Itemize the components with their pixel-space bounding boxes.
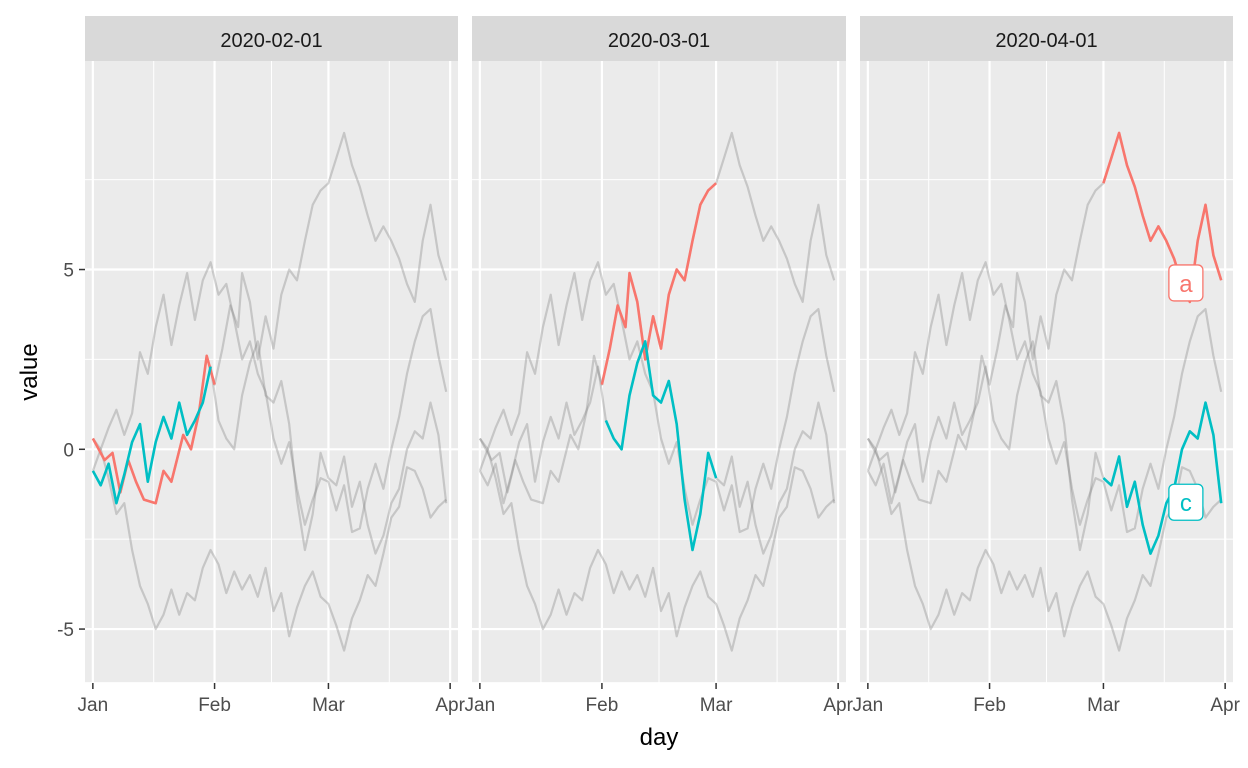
y-tick-label: -5 bbox=[57, 620, 74, 641]
facet-panels: 2020-02-01 Jan Feb Mar Apr -5 0 5 2020-03-01 Jan F… bbox=[57, 16, 1241, 716]
highlight-line-c bbox=[604, 340, 718, 552]
facet-panel-1: 2020-02-01 Jan Feb Mar Apr -5 0 5 bbox=[57, 16, 466, 716]
y-axis-title: value bbox=[16, 343, 43, 400]
x-tick-label: Jan bbox=[78, 695, 109, 716]
facet-strip-label: 2020-03-01 bbox=[608, 30, 710, 52]
background-line-d bbox=[92, 437, 447, 652]
highlight-line-c bbox=[1102, 401, 1223, 555]
facet-strip-label: 2020-02-01 bbox=[220, 30, 322, 52]
background-line-b bbox=[478, 261, 836, 534]
end-label-box bbox=[1168, 483, 1204, 521]
x-tick-label: Apr bbox=[823, 695, 853, 716]
background-line-d bbox=[479, 437, 835, 652]
series-lines bbox=[866, 131, 1223, 652]
x-tick-label: Jan bbox=[853, 695, 884, 716]
end-label-a: a bbox=[1168, 264, 1204, 302]
highlight-line-a bbox=[600, 182, 717, 385]
series-lines bbox=[478, 131, 836, 652]
highlight-line-c bbox=[91, 366, 212, 505]
background-line-d bbox=[867, 437, 1222, 652]
end-label-text: c bbox=[1180, 490, 1192, 517]
end-label-text: a bbox=[1179, 271, 1193, 298]
facet-strip bbox=[85, 16, 458, 61]
x-tick-label: Feb bbox=[973, 695, 1006, 716]
x-tick-label: Mar bbox=[700, 695, 733, 716]
facet-panel-2: 2020-03-01 Jan Feb Mar Apr bbox=[465, 16, 854, 716]
facet-panel-3: 2020-04-01 a c Jan Feb Mar Apr bbox=[853, 16, 1241, 716]
x-tick-label: Apr bbox=[1210, 695, 1240, 716]
y-tick-label: 5 bbox=[63, 261, 74, 282]
highlight-line-a bbox=[91, 354, 216, 505]
facet-strip-label: 2020-04-01 bbox=[995, 30, 1097, 52]
x-tick-label: Feb bbox=[586, 695, 619, 716]
end-label-c: c bbox=[1168, 483, 1204, 521]
facet-strip bbox=[860, 16, 1233, 61]
background-line-b bbox=[91, 261, 448, 534]
x-tick-label: Mar bbox=[312, 695, 345, 716]
x-tick-label: Feb bbox=[198, 695, 231, 716]
facet-strip bbox=[472, 16, 846, 61]
axes: day value bbox=[16, 343, 678, 751]
x-tick-label: Mar bbox=[1087, 695, 1120, 716]
highlight-line-a bbox=[1102, 131, 1223, 304]
background-line-b bbox=[866, 261, 1223, 534]
y-tick-label: 0 bbox=[63, 440, 74, 461]
x-axis-title: day bbox=[640, 724, 679, 751]
x-tick-label: Jan bbox=[465, 695, 496, 716]
end-label-box bbox=[1168, 264, 1204, 302]
series-lines bbox=[91, 131, 448, 652]
x-tick-label: Apr bbox=[435, 695, 465, 716]
